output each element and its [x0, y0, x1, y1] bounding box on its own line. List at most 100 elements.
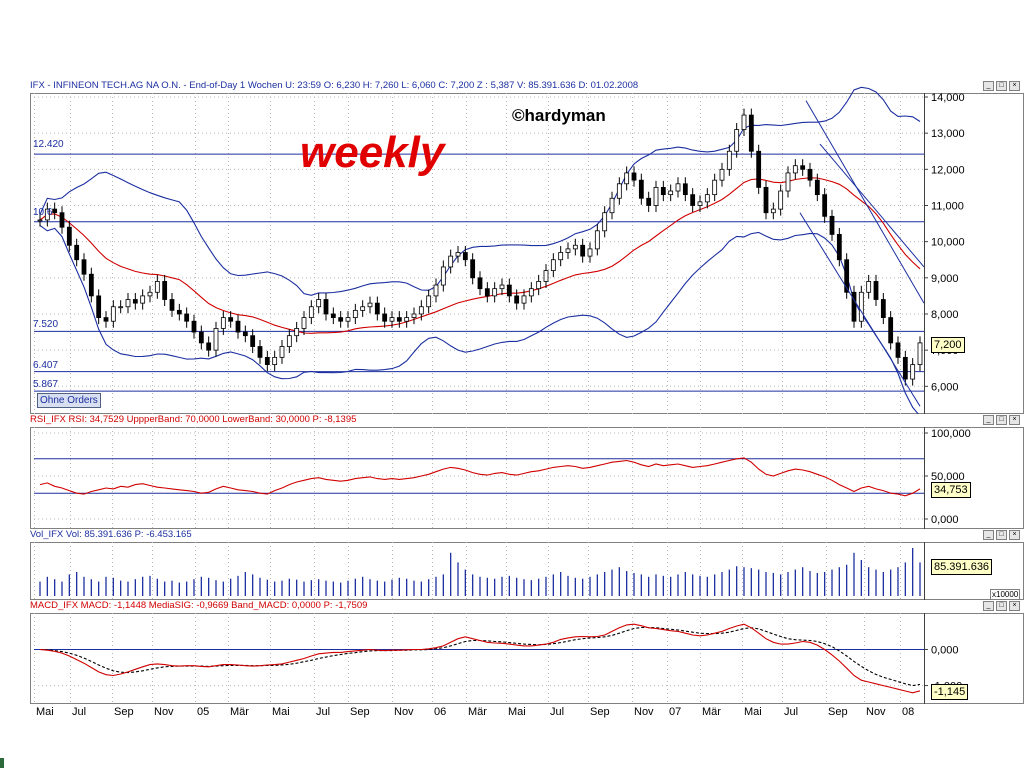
- candle-body: [521, 295, 527, 304]
- candle-body: [558, 252, 564, 261]
- bollinger-lower-band: [39, 224, 919, 414]
- price-current-value: 7,200: [931, 337, 965, 353]
- candle-body: [462, 252, 468, 261]
- x-axis-label: Jul: [550, 706, 565, 718]
- candle-body: [360, 306, 366, 311]
- candle-body: [550, 259, 556, 271]
- candle-body: [433, 284, 439, 297]
- candle-body: [616, 183, 622, 199]
- candle-body: [118, 306, 124, 309]
- candle-body: [147, 291, 153, 297]
- candle-body: [294, 328, 300, 337]
- y-tick-label: 14,000: [931, 92, 965, 104]
- candle-body: [162, 281, 168, 300]
- candle-body: [822, 194, 828, 217]
- candle-body: [506, 284, 512, 297]
- candle-body: [726, 150, 732, 170]
- x-axis-label: 08: [902, 706, 915, 718]
- candle-body: [917, 342, 923, 366]
- candle-body: [59, 212, 65, 228]
- candle-body: [653, 187, 659, 206]
- y-tick-label: 100,000: [931, 428, 971, 440]
- volume-panel: Vol_IFX Vol: 85.391.636 P: -6.453.165 _ …: [30, 529, 1024, 600]
- x-axis-label: Mär: [230, 706, 249, 718]
- candle-body: [470, 259, 476, 279]
- rsi-line: [39, 457, 921, 497]
- candle-body: [888, 317, 894, 344]
- x-axis-label: Jul: [72, 706, 87, 718]
- candle-body: [440, 266, 446, 286]
- candle-body: [88, 273, 94, 297]
- candle-body: [873, 281, 879, 300]
- x-axis-label: Nov: [634, 706, 654, 718]
- candle-body: [910, 364, 916, 380]
- candle-body: [374, 302, 380, 315]
- y-tick-label: 6,000: [931, 381, 959, 393]
- candle-body: [103, 317, 109, 322]
- candle-body: [66, 226, 72, 246]
- candle-body: [675, 183, 681, 192]
- candle-body: [272, 356, 278, 366]
- x-axis-label: Mai: [508, 706, 526, 718]
- close-icon[interactable]: ×: [1009, 530, 1020, 540]
- candle-body: [132, 299, 138, 304]
- left-edge-marker: [0, 758, 4, 768]
- candle-body: [198, 331, 204, 344]
- candle-body: [426, 295, 432, 308]
- candle-body: [242, 331, 248, 337]
- y-tick-label: 9,000: [931, 273, 959, 285]
- close-icon[interactable]: ×: [1009, 415, 1020, 425]
- candle-body: [169, 299, 175, 311]
- close-icon[interactable]: ×: [1009, 601, 1020, 611]
- maximize-icon[interactable]: □: [996, 415, 1007, 425]
- candle-body: [792, 165, 798, 174]
- x-axis-label: Sep: [828, 706, 848, 718]
- macd-current-value: -1,145: [931, 684, 969, 700]
- x-axis-label: Nov: [394, 706, 414, 718]
- x-axis-label: Mär: [468, 706, 487, 718]
- level-label-7520: 7.520: [33, 319, 59, 330]
- maximize-icon[interactable]: □: [996, 601, 1007, 611]
- maximize-icon[interactable]: □: [996, 530, 1007, 540]
- x-axis-label: Nov: [866, 706, 886, 718]
- minimize-icon[interactable]: _: [983, 601, 994, 611]
- candle-body: [741, 114, 747, 130]
- candle-body: [536, 281, 542, 290]
- minimize-icon[interactable]: _: [983, 81, 994, 91]
- candle-body: [338, 317, 344, 322]
- candle-body: [323, 299, 329, 315]
- candle-body: [770, 208, 776, 214]
- candle-body: [697, 201, 703, 206]
- candle-body: [858, 291, 864, 322]
- candle-body: [396, 317, 402, 322]
- ohne-orders-button[interactable]: Ohne Orders: [37, 393, 101, 408]
- candle-body: [851, 291, 857, 322]
- panel-frame: [30, 93, 1024, 414]
- x-axis-label: 05: [197, 706, 210, 718]
- close-icon[interactable]: ×: [1009, 81, 1020, 91]
- trend-line-lower: [799, 212, 921, 407]
- candle-body: [191, 320, 197, 333]
- level-label-5867: 5.867: [33, 379, 59, 390]
- candle-body: [572, 244, 578, 250]
- minimize-icon[interactable]: _: [983, 415, 994, 425]
- maximize-icon[interactable]: □: [996, 81, 1007, 91]
- x-axis-label: Sep: [590, 706, 610, 718]
- candle-body: [800, 165, 806, 170]
- candle-body: [264, 356, 270, 366]
- minimize-icon[interactable]: _: [983, 530, 994, 540]
- x-axis: Mai Jul Sep Nov 05 Mär Mai Jul Sep Nov 06 Mär Mai Jul…: [30, 704, 1024, 718]
- x-axis-label: 07: [669, 706, 682, 718]
- candle-body: [734, 129, 740, 152]
- x-axis-label: Mai: [272, 706, 290, 718]
- rsi-panel: RSI_IFX RSI: 34,7529 UppperBand: 70,0000…: [30, 414, 1024, 529]
- volume-current-value: 85.391.636: [931, 559, 993, 575]
- x-axis-label: Jul: [316, 706, 331, 718]
- panel-frame: [30, 613, 1024, 704]
- candle-body: [602, 212, 608, 232]
- y-tick-label: 11,000: [931, 200, 964, 212]
- candle-body: [235, 320, 241, 333]
- level-label-12420: 12.420: [33, 139, 64, 150]
- candle-body: [704, 194, 710, 203]
- price-chart: 14,000 13,000 12,000 11,000 10,000 9,000 8,000…: [30, 86, 1024, 414]
